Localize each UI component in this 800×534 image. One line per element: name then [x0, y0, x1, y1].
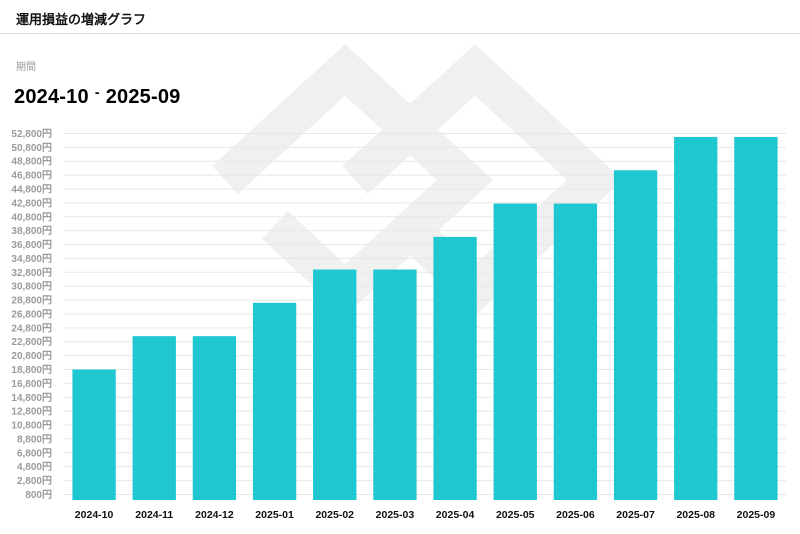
- x-tick-label: 2025-08: [676, 509, 715, 521]
- y-tick-label: 12,800円: [11, 406, 52, 418]
- bar-2025-04[interactable]: [433, 236, 477, 501]
- x-tick-label: 2025-06: [556, 509, 595, 521]
- bar-2025-06[interactable]: [553, 203, 598, 500]
- bar-2025-09[interactable]: [734, 136, 778, 500]
- bar-2025-02[interactable]: [313, 269, 357, 500]
- bar-2025-03[interactable]: [373, 269, 417, 500]
- x-axis-ticks: 2024-10 2024-11 2024-12 2025-01 2025-02 2025-…: [75, 509, 776, 521]
- x-tick-label: 2024-11: [135, 509, 173, 521]
- y-tick-label: 14,800円: [11, 392, 52, 404]
- y-tick-label: 26,800円: [11, 308, 52, 320]
- grid-lines: [64, 132, 786, 495]
- y-tick-label: 32,800円: [11, 267, 52, 279]
- y-tick-label: 20,800円: [11, 350, 52, 362]
- page-header: 運用損益の増減グラフ: [0, 0, 800, 34]
- y-tick-label: 44,800円: [11, 184, 52, 196]
- y-tick-label: 24,800円: [11, 322, 52, 334]
- x-tick-label: 2025-05: [496, 509, 535, 521]
- y-tick-label: 52,800円: [11, 128, 52, 140]
- y-tick-label: 800円: [25, 489, 52, 501]
- y-tick-label: 18,800円: [11, 364, 52, 376]
- bars: [72, 136, 778, 501]
- x-tick-label: 2025-03: [376, 509, 415, 521]
- y-tick-label: 10,800円: [11, 420, 52, 432]
- y-tick-label: 34,800円: [11, 253, 52, 265]
- y-tick-label: 50,800円: [11, 142, 52, 154]
- period-value: 2024-10-2025-09: [14, 84, 181, 109]
- bar-2024-10[interactable]: [72, 369, 116, 500]
- x-tick-label: 2025-09: [737, 509, 776, 521]
- period-end: 2025-09: [105, 86, 181, 108]
- bar-2025-05[interactable]: [493, 203, 537, 500]
- y-tick-label: 16,800円: [11, 378, 52, 390]
- bar-2024-12[interactable]: [192, 336, 237, 500]
- bar-2025-07[interactable]: [613, 170, 658, 500]
- y-tick-label: 36,800円: [11, 239, 52, 251]
- period-separator: -: [94, 84, 100, 100]
- y-tick-label: 42,800円: [11, 197, 52, 209]
- x-tick-label: 2025-04: [436, 509, 475, 521]
- x-tick-label: 2025-01: [255, 509, 294, 521]
- x-tick-label: 2024-12: [195, 509, 234, 521]
- period-label: 期間: [16, 62, 36, 73]
- x-tick-label: 2024-10: [75, 509, 114, 521]
- y-tick-label: 40,800円: [11, 211, 52, 223]
- period-start: 2024-10: [14, 86, 89, 108]
- y-tick-label: 46,800円: [11, 170, 52, 182]
- y-tick-label: 30,800円: [11, 281, 52, 293]
- x-tick-label: 2025-02: [315, 509, 354, 521]
- page-title: 運用損益の増減グラフ: [16, 12, 147, 27]
- bar-2025-01[interactable]: [252, 302, 297, 500]
- x-tick-label: 2025-07: [616, 509, 655, 521]
- y-tick-label: 6,800円: [17, 447, 52, 459]
- y-tick-label: 22,800円: [11, 336, 52, 348]
- y-tick-label: 4,800円: [17, 461, 52, 473]
- y-tick-label: 2,800円: [17, 475, 52, 487]
- y-tick-label: 8,800円: [17, 433, 52, 445]
- bar-2024-11[interactable]: [132, 336, 176, 500]
- bar-2025-08[interactable]: [674, 136, 718, 500]
- y-tick-label: 28,800円: [11, 295, 52, 307]
- y-tick-label: 48,800円: [11, 156, 52, 168]
- y-tick-label: 38,800円: [11, 225, 52, 237]
